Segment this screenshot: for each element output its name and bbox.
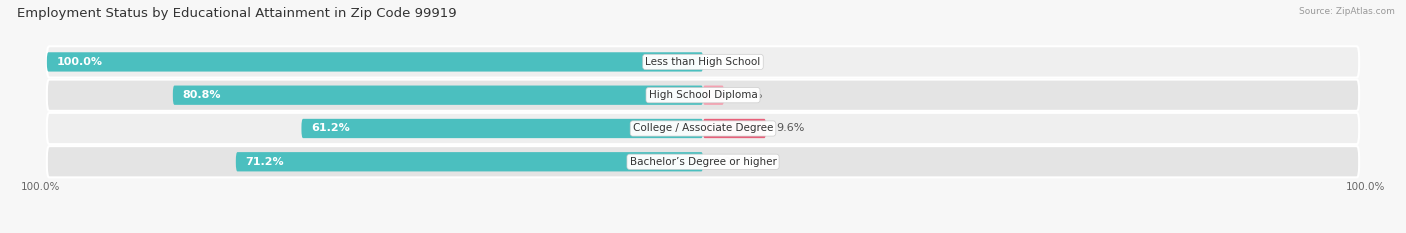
Text: Employment Status by Educational Attainment in Zip Code 99919: Employment Status by Educational Attainm…	[17, 7, 457, 20]
Text: 80.8%: 80.8%	[183, 90, 221, 100]
Text: High School Diploma: High School Diploma	[648, 90, 758, 100]
Text: 9.6%: 9.6%	[776, 123, 804, 134]
FancyBboxPatch shape	[301, 119, 703, 138]
Text: College / Associate Degree: College / Associate Degree	[633, 123, 773, 134]
Text: 100.0%: 100.0%	[1346, 182, 1385, 192]
Text: 71.2%: 71.2%	[246, 157, 284, 167]
FancyBboxPatch shape	[173, 86, 703, 105]
Text: Source: ZipAtlas.com: Source: ZipAtlas.com	[1299, 7, 1395, 16]
FancyBboxPatch shape	[703, 86, 724, 105]
FancyBboxPatch shape	[46, 146, 1360, 177]
Text: 61.2%: 61.2%	[311, 123, 350, 134]
Text: 0.0%: 0.0%	[713, 57, 741, 67]
FancyBboxPatch shape	[236, 152, 703, 171]
Text: 100.0%: 100.0%	[56, 57, 103, 67]
Text: 0.0%: 0.0%	[713, 157, 741, 167]
FancyBboxPatch shape	[46, 46, 1360, 78]
Text: 100.0%: 100.0%	[21, 182, 60, 192]
Text: Bachelor’s Degree or higher: Bachelor’s Degree or higher	[630, 157, 776, 167]
FancyBboxPatch shape	[46, 52, 703, 72]
Legend: In Labor Force, Unemployed: In Labor Force, Unemployed	[612, 231, 794, 233]
FancyBboxPatch shape	[46, 113, 1360, 144]
FancyBboxPatch shape	[703, 119, 766, 138]
FancyBboxPatch shape	[46, 79, 1360, 111]
Text: Less than High School: Less than High School	[645, 57, 761, 67]
Text: 3.2%: 3.2%	[734, 90, 762, 100]
